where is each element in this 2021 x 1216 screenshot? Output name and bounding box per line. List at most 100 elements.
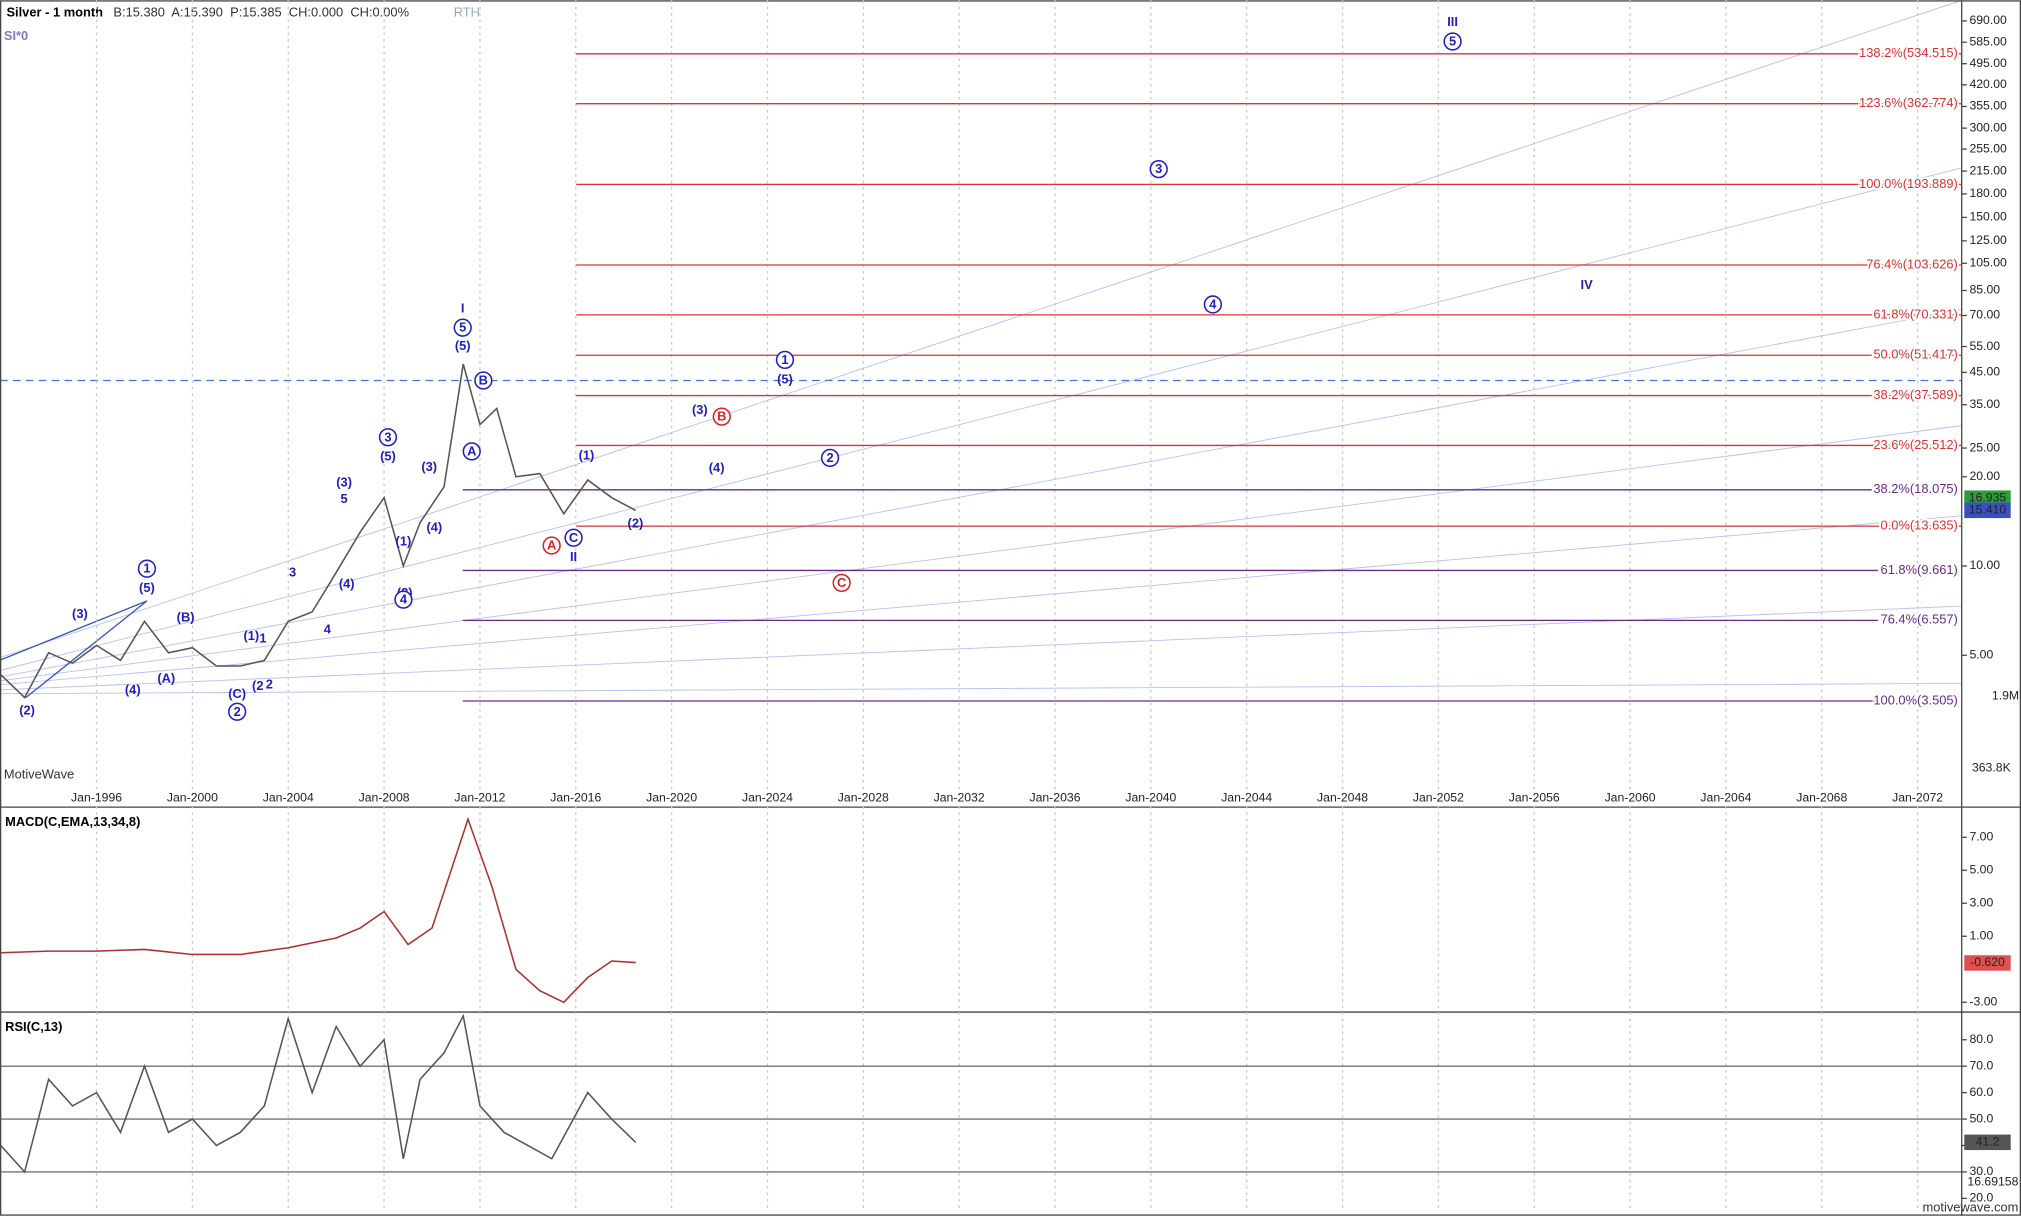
wave-label: (3) xyxy=(421,459,437,474)
fib-label: 61.8%(70.331) xyxy=(1873,306,1957,321)
y-tick-label: 20.00 xyxy=(1969,469,2000,483)
wave-label: 5 xyxy=(1449,34,1456,49)
wave-label: 2 xyxy=(234,704,241,719)
y-tick-label: -3.00 xyxy=(1969,994,1997,1008)
price-marker xyxy=(1964,1134,2011,1151)
wave-label: (5) xyxy=(455,338,471,353)
fib-label: 76.4%(103.626) xyxy=(1866,256,1958,271)
x-tick-label: Jan-2028 xyxy=(838,790,889,804)
wave-circle xyxy=(542,536,561,555)
wave-label: (C) xyxy=(228,686,246,701)
price-marker-label: 41.2 xyxy=(1976,1135,2000,1149)
x-tick-label: Jan-2048 xyxy=(1317,790,1368,804)
y-tick-label: 60.0 xyxy=(1969,1085,1993,1099)
wave-label: 3 xyxy=(1155,161,1162,176)
session: RTH xyxy=(454,5,480,20)
wave-circle xyxy=(775,350,795,370)
watermark: MotiveWave xyxy=(4,766,74,781)
wave-label: (5) xyxy=(777,371,793,386)
readout: 16.69158 xyxy=(1967,1174,2018,1188)
series-line xyxy=(0,1013,637,1174)
wave-circle xyxy=(137,559,157,578)
wave-circle xyxy=(474,371,493,390)
y-tick-label: 55.00 xyxy=(1969,339,2000,353)
fib-label: 138.2%(534.515) xyxy=(1859,45,1958,60)
volume-label: 363.8K xyxy=(1972,761,2012,775)
y-tick-label: 300.00 xyxy=(1969,120,2007,134)
y-tick-label: 585.00 xyxy=(1969,34,2007,48)
wave-label: I xyxy=(461,300,465,315)
wave-label: (1) xyxy=(396,534,412,549)
fib-label: 38.2%(37.589) xyxy=(1873,387,1957,402)
fib-label: 50.0%(51.417) xyxy=(1873,347,1957,362)
wave-circle xyxy=(1149,159,1168,179)
wave-circle xyxy=(820,448,840,467)
instrument: Silver - 1 month xyxy=(6,5,103,20)
price-marker xyxy=(1964,490,2011,506)
y-tick-label: 495.00 xyxy=(1969,56,2007,70)
wave-label: 1 xyxy=(143,561,150,576)
y-tick-label: 3.00 xyxy=(1969,895,1993,909)
y-tick-label: 30.0 xyxy=(1969,1164,1993,1178)
x-tick-label: Jan-2044 xyxy=(1221,790,1272,804)
x-tick-label: Jan-1996 xyxy=(71,790,122,804)
x-tick-label: Jan-2064 xyxy=(1700,790,1751,804)
fib-label: 23.6%(25.512) xyxy=(1873,437,1957,452)
y-tick-label: 50.0 xyxy=(1969,1111,1993,1125)
y-tick-label: 255.00 xyxy=(1969,141,2007,155)
price-marker xyxy=(1964,502,2011,519)
y-tick-label: 35.00 xyxy=(1969,397,2000,411)
wave-label: II xyxy=(570,549,577,564)
wave-label: (4) xyxy=(125,682,141,697)
y-tick-label: 85.00 xyxy=(1969,283,2000,297)
y-tick-label: 1.00 xyxy=(1969,928,1993,942)
wave-circle xyxy=(462,442,481,461)
y-tick-label: 215.00 xyxy=(1969,163,2007,177)
panel-title: MACD(C,EMA,13,34,8) xyxy=(5,814,140,829)
footer: motivewave.com xyxy=(1923,1199,2019,1214)
x-tick-label: Jan-2032 xyxy=(934,790,985,804)
wave-label: 4 xyxy=(400,592,408,607)
wave-circle xyxy=(228,702,247,721)
wave-label: 3 xyxy=(384,429,391,444)
fib-label: 100.0%(3.505) xyxy=(1873,692,1957,707)
x-tick-label: Jan-2036 xyxy=(1029,790,1080,804)
wave-label: III xyxy=(1447,14,1458,29)
wave-label: (1) xyxy=(579,447,595,462)
wave-label: 5 xyxy=(459,320,466,335)
y-tick-label: 70.0 xyxy=(1969,1058,1993,1072)
wave-label: 5 xyxy=(341,491,348,506)
wave-label: B xyxy=(717,409,726,424)
y-tick-label: 80.0 xyxy=(1969,1032,1993,1046)
y-tick-label: 20.0 xyxy=(1969,1191,1993,1205)
wave-label: (5) xyxy=(380,449,396,464)
x-tick-label: Jan-2040 xyxy=(1125,790,1176,804)
wave-circle xyxy=(1203,295,1223,314)
wave-label: A xyxy=(467,443,476,458)
fib-label: 100.0%(193.889) xyxy=(1859,176,1958,191)
fib-label: 76.4%(6.557) xyxy=(1881,612,1958,627)
wave-circle xyxy=(564,528,583,547)
x-tick-label: Jan-2012 xyxy=(454,790,505,804)
fib-label: 123.6%(362.774) xyxy=(1859,95,1958,110)
wave-label: IV xyxy=(1581,277,1594,292)
fib-label: 61.8%(9.661) xyxy=(1881,562,1958,577)
y-tick-label: 70.00 xyxy=(1969,308,2000,322)
wave-label: 1 xyxy=(259,630,266,645)
quote: B:15.380 A:15.390 P:15.385 CH:0.000 CH:0… xyxy=(113,5,409,20)
wave-label: C xyxy=(569,530,578,545)
volume-label: 1.9M xyxy=(1992,689,2019,703)
y-tick-label: 150.00 xyxy=(1969,210,2007,224)
y-tick-label: 45.00 xyxy=(1969,365,2000,379)
wave-label: (5) xyxy=(139,580,155,595)
wave-label: (1) xyxy=(243,628,259,643)
wave-label: (4) xyxy=(426,519,442,534)
y-tick-label: 125.00 xyxy=(1969,233,2007,247)
wave-label: (3) xyxy=(72,606,88,621)
y-tick-label: 690.00 xyxy=(1969,13,2007,27)
y-tick-label: 5.00 xyxy=(1969,647,1993,661)
price-marker-label: 15.410 xyxy=(1969,503,2007,517)
series-line xyxy=(0,363,637,699)
